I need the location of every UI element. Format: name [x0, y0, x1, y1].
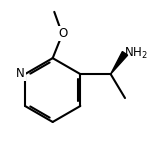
Text: N: N [16, 67, 25, 80]
Text: O: O [58, 27, 68, 40]
Text: NH$_2$: NH$_2$ [124, 46, 148, 61]
Polygon shape [111, 51, 128, 74]
